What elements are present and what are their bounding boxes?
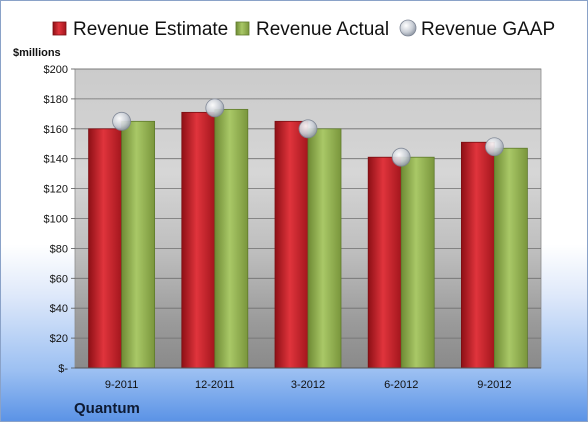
y-tick-label: $100 <box>44 214 68 226</box>
legend-label: Revenue Estimate <box>73 19 228 40</box>
y-tick-label: $80 <box>50 243 68 255</box>
marker-revenue-gaap <box>298 119 318 139</box>
y-tick-label: $- <box>58 363 68 375</box>
y-tick-label: $20 <box>50 333 68 345</box>
company-name: Quantum <box>74 400 140 417</box>
legend-swatch-revenue-estimate <box>52 21 67 36</box>
bar-revenue-actual <box>400 156 435 369</box>
legend-label: Revenue GAAP <box>421 19 555 40</box>
y-tick-label: $160 <box>44 124 68 136</box>
marker-revenue-gaap <box>112 111 131 131</box>
bar-revenue-estimate <box>274 120 309 369</box>
bar-revenue-estimate <box>460 141 495 369</box>
marker-revenue-gaap <box>205 98 225 118</box>
x-tick-label: 9-2012 <box>477 379 511 391</box>
x-tick-label: 9-2011 <box>105 379 138 391</box>
x-tick-label: 6-2012 <box>384 379 418 391</box>
legend-label: Revenue Actual <box>256 19 389 40</box>
y-axis-unit-label: $millions <box>13 47 61 59</box>
y-tick-label: $140 <box>44 154 68 166</box>
bar-revenue-actual <box>307 128 342 369</box>
y-tick-label: $180 <box>44 94 68 106</box>
bar-revenue-estimate <box>88 128 122 369</box>
bar-revenue-actual <box>493 147 528 369</box>
marker-revenue-gaap <box>484 137 504 157</box>
marker-revenue-gaap <box>391 147 411 167</box>
y-tick-label: $200 <box>44 64 68 76</box>
bar-revenue-actual <box>214 108 249 369</box>
bar-revenue-actual <box>121 120 155 369</box>
legend-swatch-revenue-gaap <box>399 19 417 37</box>
legend-swatch-revenue-actual <box>235 21 250 36</box>
y-tick-label: $120 <box>44 184 68 196</box>
bar-revenue-estimate <box>367 156 402 369</box>
y-tick-label: $40 <box>50 303 68 315</box>
y-tick-label: $60 <box>50 273 68 285</box>
x-tick-label: 12-2011 <box>195 379 235 391</box>
bar-revenue-estimate <box>181 111 216 369</box>
x-tick-label: 3-2012 <box>291 379 325 391</box>
